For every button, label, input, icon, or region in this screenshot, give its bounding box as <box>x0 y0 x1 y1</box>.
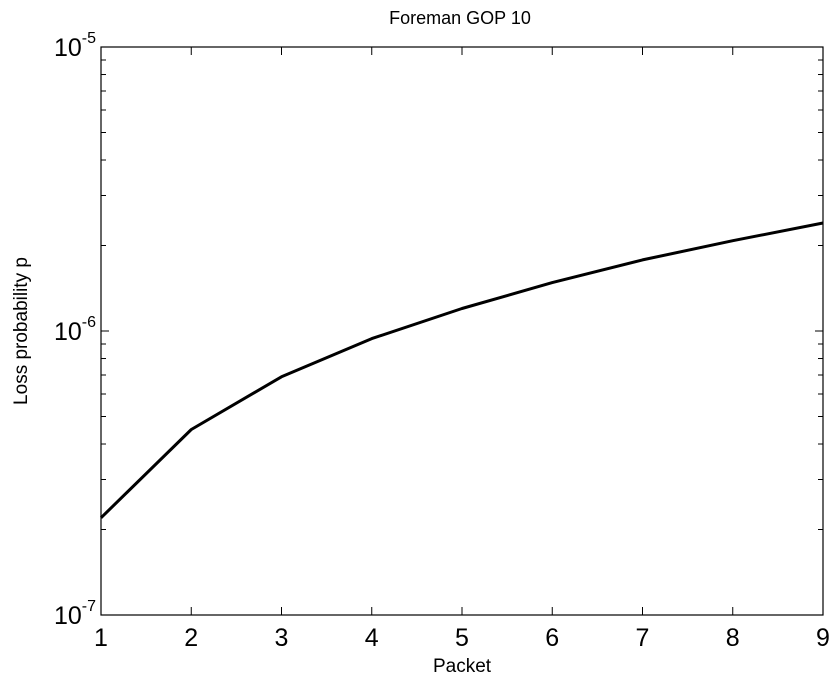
x-tick-label: 2 <box>184 624 198 652</box>
x-tick-labels: 1 2 3 4 5 6 7 8 9 <box>94 624 830 652</box>
axis-ticks <box>101 47 823 615</box>
chart-title: Foreman GOP 10 <box>389 8 531 28</box>
x-tick-label: 8 <box>726 624 740 652</box>
x-tick-label: 6 <box>545 624 559 652</box>
y-axis-label: Loss probability p <box>11 257 32 405</box>
x-tick-label: 5 <box>455 624 469 652</box>
x-tick-label: 9 <box>816 624 830 652</box>
y-tick-label: 10-5 <box>54 30 96 62</box>
x-tick-label: 3 <box>275 624 289 652</box>
x-tick-label: 7 <box>636 624 650 652</box>
plot-frame <box>100 46 824 616</box>
x-tick-label: 4 <box>365 624 379 652</box>
series-group <box>99 221 824 519</box>
x-axis-label: Packet <box>433 656 492 677</box>
y-tick-label: 10-6 <box>54 314 96 346</box>
x-tick-label: 1 <box>94 624 108 652</box>
series-line <box>99 221 824 519</box>
y-tick-label: 10-7 <box>54 598 96 630</box>
y-tick-labels: 10-7 10-6 10-5 <box>54 30 96 630</box>
